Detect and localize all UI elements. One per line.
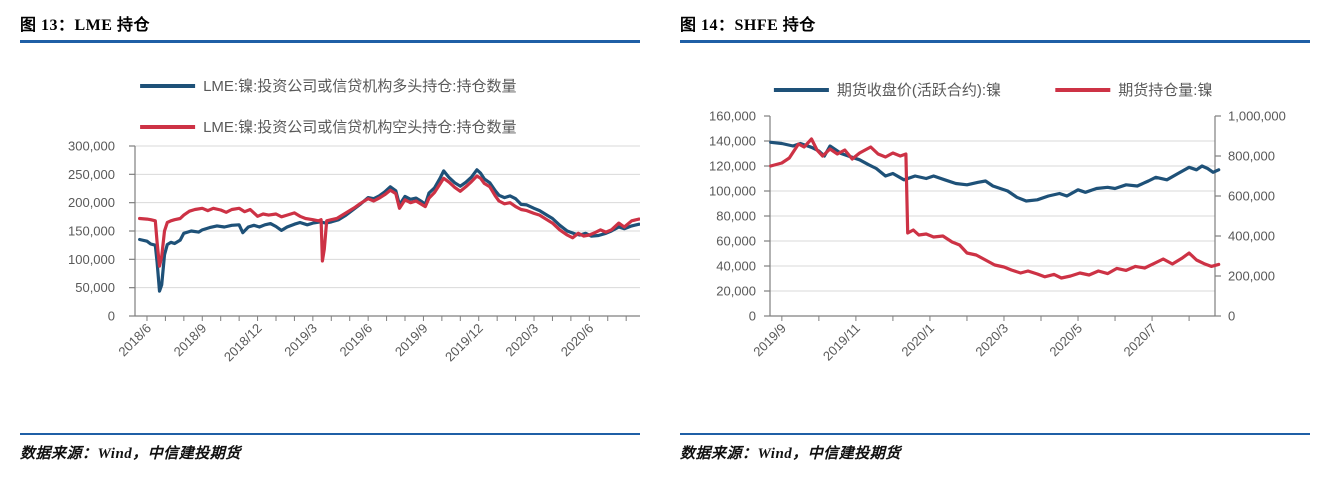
x-axis-label: 2018/6 (115, 321, 154, 360)
x-axis-label-group: 2019/9 (392, 321, 431, 360)
y2-axis-label: 400,000 (1228, 229, 1275, 244)
footer-rule-lme (20, 433, 640, 435)
series-line (769, 140, 1221, 203)
x-axis-label-group: 2020/7 (1120, 321, 1159, 360)
x-axis-label: 2020/6 (558, 321, 597, 360)
x-axis-label-group: 2019/3 (281, 321, 320, 360)
y2-axis-label: 1,000,000 (1228, 109, 1286, 124)
y2-axis-label: 600,000 (1228, 189, 1275, 204)
y-axis-label: 100,000 (68, 252, 115, 267)
x-axis-label-group: 2019/9 (750, 321, 789, 360)
shfe-positions-chart: 0 20,000 40,000 60,000 80,000 100,000 120,000 1… (709, 81, 1286, 364)
y-axis-label: 0 (749, 309, 756, 324)
y-axis-label: 250,000 (68, 167, 115, 182)
legend-label: LME:镍:投资公司或信贷机构空头持仓:持仓数量 (203, 118, 516, 136)
x-axis-label-group: 2019/12 (442, 321, 486, 365)
x-axis-label: 2019/9 (750, 321, 789, 360)
y-axis-label: 300,000 (68, 139, 115, 154)
x-axis-label: 2019/9 (392, 321, 431, 360)
x-axis-label-group: 2020/3 (972, 321, 1011, 360)
figure-shfe: 图 14：SHFE 持仓 0 20,000 40,000 60,000 80,000 10… (680, 0, 1310, 479)
data-source-lme: 数据来源：Wind，中信建投期货 (20, 446, 241, 462)
x-axis-label-group: 2020/6 (558, 321, 597, 360)
y-axis-label: 60,000 (716, 234, 756, 249)
x-axis-label: 2018/9 (171, 321, 210, 360)
x-axis-label: 2018/12 (221, 321, 265, 365)
y-axis-label: 200,000 (68, 195, 115, 210)
title-rule-shfe (680, 40, 1310, 43)
x-axis-label: 2020/7 (1120, 321, 1159, 360)
legend-label: 期货持仓量:镍 (1118, 81, 1212, 99)
x-axis-label: 2020/3 (502, 321, 541, 360)
y-axis-label: 140,000 (709, 134, 756, 149)
y-axis-label: 20,000 (716, 284, 756, 299)
y-axis-label: 100,000 (709, 184, 756, 199)
x-axis-label-group: 2019/11 (820, 321, 863, 364)
legend-label: 期货收盘价(活跃合约):镍 (837, 81, 1001, 99)
lme-positions-chart: 0 50,000 100,000 150,000 200,000 250,000 300,0… (68, 77, 640, 365)
x-axis-label: 2020/5 (1046, 321, 1085, 360)
x-axis-label-group: 2020/1 (898, 321, 937, 360)
x-axis-label-group: 2018/6 (115, 321, 154, 360)
x-axis-label: 2020/1 (898, 321, 937, 360)
x-axis-label: 2020/3 (972, 321, 1011, 360)
x-axis-label: 2019/6 (337, 321, 376, 360)
figure-lme: 图 13：LME 持仓 0 50,000 100,000 150,000 200,000… (20, 0, 640, 479)
y-axis-label: 160,000 (709, 109, 756, 124)
x-axis-label-group: 2020/3 (502, 321, 541, 360)
y2-axis-label: 200,000 (1228, 269, 1275, 284)
y-axis-label: 50,000 (75, 280, 115, 295)
y-axis-label: 0 (108, 309, 115, 324)
title-rule-lme (20, 40, 640, 43)
y2-axis-label: 0 (1228, 309, 1235, 324)
figure-title-shfe: 图 14：SHFE 持仓 (680, 17, 816, 34)
series-line (769, 137, 1221, 280)
x-axis-label-group: 2018/12 (221, 321, 265, 365)
legend-label: LME:镍:投资公司或信贷机构多头持仓:持仓数量 (203, 77, 516, 95)
x-axis-label-group: 2020/5 (1046, 321, 1085, 360)
series-line (137, 168, 640, 293)
y-axis-label: 150,000 (68, 224, 115, 239)
x-axis-label-group: 2018/9 (171, 321, 210, 360)
x-axis-label: 2019/3 (281, 321, 320, 360)
figure-title-lme: 图 13：LME 持仓 (20, 17, 150, 34)
y-axis-label: 80,000 (716, 209, 756, 224)
series-line (137, 174, 640, 268)
y2-axis-label: 800,000 (1228, 149, 1275, 164)
x-axis-label-group: 2019/6 (337, 321, 376, 360)
data-source-shfe: 数据来源：Wind，中信建投期货 (680, 446, 901, 462)
x-axis-label: 2019/11 (820, 321, 863, 364)
y-axis-label: 120,000 (709, 159, 756, 174)
footer-rule-shfe (680, 433, 1310, 435)
x-axis-label: 2019/12 (442, 321, 486, 365)
y-axis-label: 40,000 (716, 259, 756, 274)
